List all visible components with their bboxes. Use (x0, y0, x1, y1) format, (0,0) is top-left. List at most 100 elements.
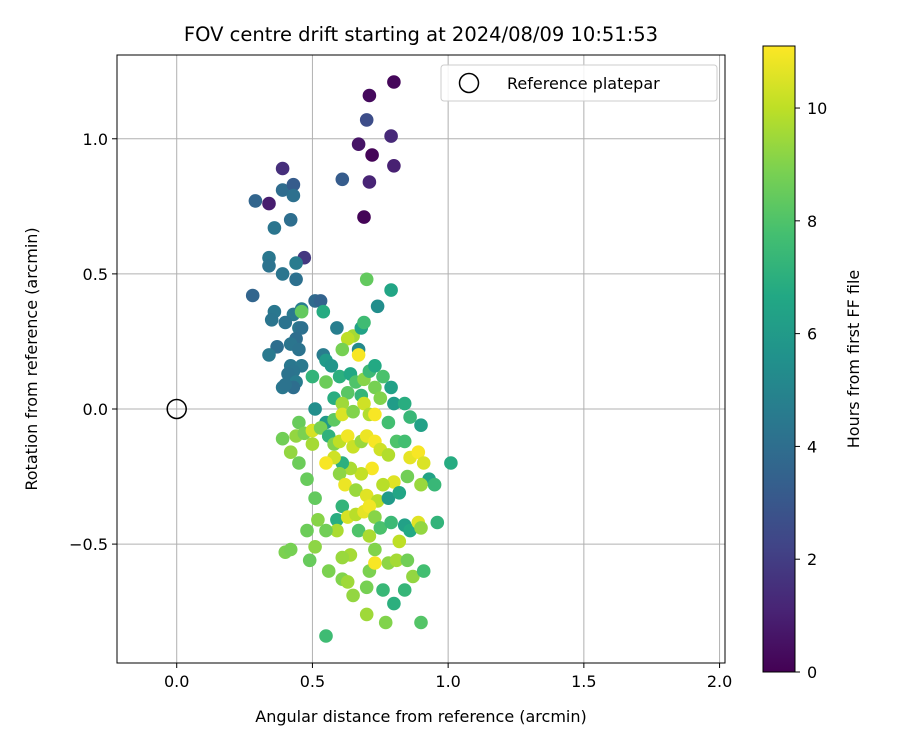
scatter-point (351, 137, 366, 151)
legend-marker-open-circle (458, 72, 480, 94)
scatter-point (416, 564, 431, 578)
grid (117, 55, 725, 663)
scatter-point (359, 272, 374, 287)
scatter-point (275, 161, 290, 176)
chart-title: FOV centre drift starting at 2024/08/09 … (184, 23, 658, 46)
scatter-point (245, 288, 260, 303)
scatter-point (387, 596, 401, 611)
scatter-point (319, 629, 333, 643)
scatter-point (365, 148, 379, 162)
scatter-point (292, 342, 306, 357)
scatter-point (359, 607, 374, 622)
scatter-point (444, 456, 458, 470)
scatter-point (430, 515, 445, 530)
scatter-point (286, 188, 301, 203)
scatter-point (340, 429, 355, 443)
scatter-point (387, 159, 401, 173)
scatter-point (384, 515, 398, 530)
scatter-point (321, 564, 336, 578)
scatter-point (397, 434, 412, 449)
colorbar: 0 2 4 6 8 10 Hours from first FF file (762, 45, 863, 682)
scatter-point (411, 445, 426, 460)
scatter-point (330, 523, 344, 538)
scatter-point (335, 550, 350, 565)
scatter-point (387, 75, 401, 89)
scatter-point (332, 467, 347, 481)
scatter-point (414, 418, 428, 433)
scatter-point (370, 299, 385, 314)
scatter-point (340, 575, 355, 589)
scatter-point (248, 194, 263, 208)
reference-platepar-marker (166, 398, 187, 420)
x-tick-label: 2.0 (707, 672, 732, 691)
colorbar-tick-label: 10 (807, 99, 827, 118)
scatter-point (427, 477, 442, 492)
scatter-point (351, 348, 366, 362)
scatter-point (294, 321, 309, 335)
scatter-point (305, 437, 320, 451)
scatter-point (340, 386, 355, 400)
scatter-point (368, 542, 382, 557)
scatter-point (283, 445, 298, 460)
scatter-point (400, 469, 415, 484)
scatter-point (373, 521, 388, 535)
scatter-point (335, 172, 350, 187)
y-axis-label: Rotation from reference (arcmin) (22, 227, 41, 490)
scatter-point (376, 369, 390, 384)
plot-area (116, 54, 726, 664)
scatter-point (340, 331, 355, 346)
scatter-point (316, 304, 331, 319)
scatter-point (335, 499, 350, 514)
scatter-point (368, 556, 382, 570)
scatter-point (362, 175, 377, 189)
scatter-point (384, 380, 398, 395)
scatter-point (283, 542, 298, 557)
scatter-point (387, 396, 401, 411)
scatter-point (381, 491, 396, 506)
scatter-point (381, 415, 396, 430)
scatter-point (300, 472, 314, 487)
scatter-point (381, 448, 396, 462)
scatter-point (368, 407, 382, 422)
scatter-point (376, 477, 390, 492)
scatter-point (338, 477, 352, 492)
scatter-point (294, 304, 309, 319)
scatter-point (357, 210, 371, 224)
scatter-point (324, 359, 339, 373)
scatter-point (292, 456, 306, 470)
scatter-point (335, 407, 350, 422)
scatter-point (308, 491, 322, 506)
scatter-point (378, 615, 393, 630)
scatter-point (359, 113, 374, 127)
y-tick-label: 0.0 (83, 400, 108, 419)
scatter-point (354, 467, 369, 481)
scatter-point (275, 183, 290, 197)
scatter-point (278, 377, 293, 392)
colorbar-label: Hours from first FF file (844, 270, 863, 449)
scatter-point (376, 583, 390, 597)
scatter-point (330, 513, 344, 527)
scatter-point (330, 321, 344, 335)
y-tick-label: 1.0 (83, 130, 108, 149)
scatter-point (332, 369, 347, 384)
scatter-point (373, 391, 388, 406)
scatter-point (319, 523, 333, 538)
scatter-point (400, 553, 415, 568)
scatter-point (264, 313, 279, 327)
legend: Reference platepar (440, 64, 718, 102)
scatter-point (302, 553, 317, 568)
scatter-point (335, 396, 350, 411)
plot-frame (116, 54, 726, 664)
scatter-point (300, 523, 314, 538)
scatter-point (346, 404, 360, 419)
scatter-point (289, 272, 303, 287)
y-axis: −0.5 0.0 0.5 1.0 (69, 130, 117, 554)
scatter-point (286, 177, 301, 192)
scatter-point (392, 534, 407, 549)
scatter-point (289, 256, 303, 270)
scatter-point (384, 283, 398, 297)
scatter-point (311, 513, 325, 527)
scatter-point (357, 396, 371, 411)
scatter-point (362, 499, 377, 514)
